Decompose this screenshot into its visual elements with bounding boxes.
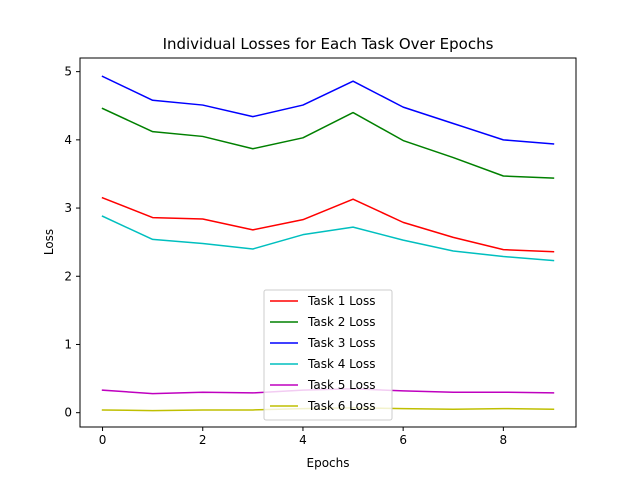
plot-frame — [79, 57, 577, 428]
x-tick-label: 0 — [99, 433, 107, 447]
y-axis-ticks: 0 1 2 3 4 5 — [64, 65, 80, 420]
legend-label: Task 2 Loss — [307, 315, 375, 329]
x-tick-label: 6 — [399, 433, 407, 447]
x-axis-ticks: 0 2 4 6 8 — [99, 427, 507, 447]
chart-title: Individual Losses for Each Task Over Epo… — [163, 35, 494, 53]
legend-label: Task 4 Loss — [307, 357, 375, 371]
x-tick-label: 4 — [299, 433, 307, 447]
y-tick-label: 1 — [64, 337, 72, 351]
y-tick-label: 5 — [64, 65, 72, 79]
x-tick-label: 8 — [500, 433, 508, 447]
legend-label: Task 3 Loss — [307, 336, 375, 350]
y-axis-label: Loss — [42, 229, 56, 255]
legend: Task 1 Loss Task 2 Loss Task 3 Loss Task 4 … — [263, 289, 393, 421]
x-tick-label: 2 — [199, 433, 207, 447]
series-line-task-2 — [101, 107, 555, 179]
series-line-task-3 — [101, 75, 555, 145]
x-axis-label: Epochs — [307, 456, 350, 470]
y-tick-label: 3 — [64, 201, 72, 215]
legend-label: Task 5 Loss — [307, 378, 375, 392]
legend-label: Task 6 Loss — [307, 399, 375, 413]
series-line-task-1 — [101, 196, 555, 253]
y-tick-label: 2 — [64, 269, 72, 283]
y-tick-label: 4 — [64, 133, 72, 147]
series-line-task-4 — [101, 215, 555, 262]
legend-label: Task 1 Loss — [307, 294, 375, 308]
y-tick-label: 0 — [64, 406, 72, 420]
